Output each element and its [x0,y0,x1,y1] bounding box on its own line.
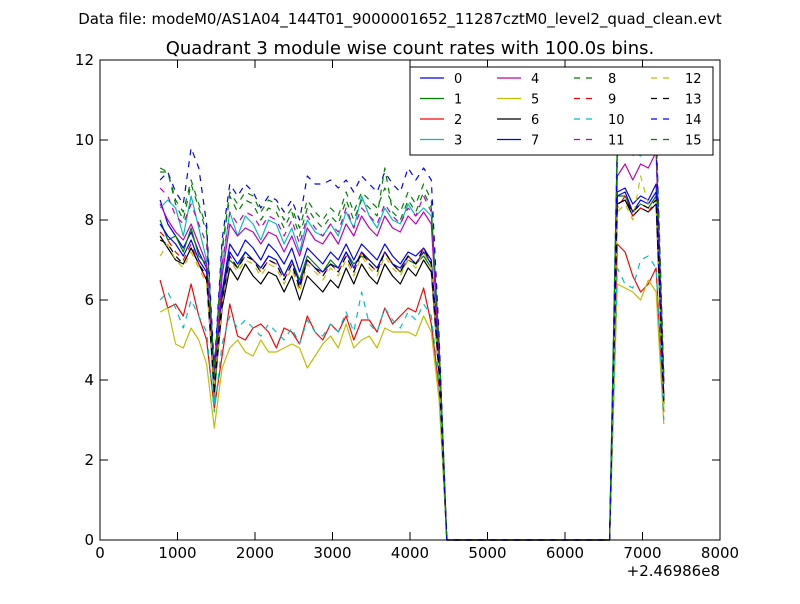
legend-label-3: 3 [454,134,462,149]
y-tick-label: 0 [84,531,94,549]
x-tick-label: 6000 [546,544,584,562]
x-tick-label: 3000 [313,544,351,562]
y-tick-label: 8 [84,211,94,229]
legend-label-6: 6 [531,113,539,128]
x-tick-label: 5000 [468,544,506,562]
series-line-14 [159,135,665,541]
legend-label-14: 14 [685,113,702,128]
x-offset-label: +2.46986e8 [627,562,720,580]
legend-label-7: 7 [531,134,539,149]
legend-label-1: 1 [454,93,462,108]
legend-label-4: 4 [531,72,539,87]
legend-label-13: 13 [685,93,702,108]
series-line-10 [159,255,665,541]
legend-label-0: 0 [454,72,462,87]
legend-label-12: 12 [685,72,702,87]
legend-label-15: 15 [685,134,702,149]
legend-label-2: 2 [454,113,462,128]
y-tick-label: 6 [84,291,94,309]
y-tick-label: 4 [84,371,94,389]
axes-layer: 0 1000 2000 3000 4000 5000 6000 7000 80000246810… [75,51,739,580]
x-tick-label: 0 [95,544,105,562]
chart-title: Quadrant 3 module wise count rates with … [166,38,655,59]
y-tick-label: 10 [75,131,94,149]
x-tick-label: 1000 [158,544,196,562]
legend-frame [409,66,714,156]
x-tick-label: 4000 [391,544,429,562]
suptitle: Data file: modeM0/AS1A04_144T01_90000016… [78,10,722,29]
legend-label-5: 5 [531,93,539,108]
y-tick-label: 12 [75,51,94,69]
x-tick-label: 7000 [623,544,661,562]
x-tick-label: 2000 [236,544,274,562]
x-tick-label: 8000 [701,544,739,562]
legend-label-9: 9 [608,93,616,108]
legend-label-10: 10 [608,113,625,128]
legend-label-11: 11 [608,134,625,149]
y-tick-label: 2 [84,451,94,469]
legend-label-8: 8 [608,72,616,87]
